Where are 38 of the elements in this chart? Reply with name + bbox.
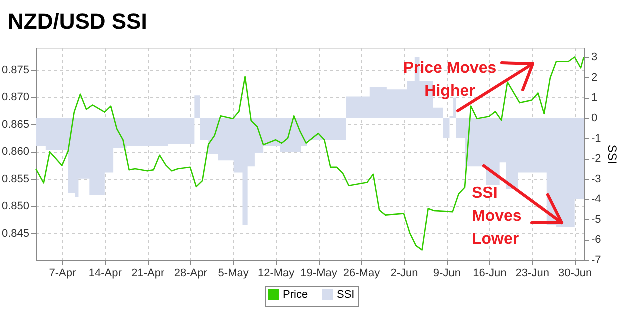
x-tick-label: 30-Jun: [558, 268, 592, 280]
y-tick-label: 0.865: [2, 118, 30, 131]
y-tick-label: 0.850: [2, 200, 30, 213]
y2-axis-title: SSI: [472, 185, 498, 202]
y2-tick-label: 0: [592, 112, 598, 124]
legend-label: SSI: [337, 288, 355, 301]
annotation: Price Moves Higher: [403, 60, 497, 100]
y2-tick-label: -5: [592, 214, 602, 226]
x-tick-label: 7-Apr: [49, 268, 76, 280]
x-tick-label: 19-May: [300, 268, 338, 280]
y2-tick-label: -2: [592, 153, 602, 166]
y2-tick-label: 2: [592, 72, 598, 84]
y2-tick-label: -6: [592, 234, 602, 246]
chart-title: NZD/USD SSI: [8, 9, 148, 34]
text: SSI: [605, 144, 620, 164]
x-tick-label: 9-Jun: [433, 268, 461, 280]
y2-tick-label: -3: [592, 173, 602, 186]
x-tick-label: 5-May: [218, 268, 250, 280]
y-tick-label: 0.875: [2, 64, 30, 76]
y2-tick-label: -4: [592, 194, 602, 206]
x-tick-label: 28-Apr: [174, 268, 208, 280]
x-tick-label: 21-Apr: [132, 268, 165, 280]
y2-tick-label: -7: [592, 254, 602, 266]
y2-tick-label: -1: [592, 132, 602, 145]
y-tick-label: 0.870: [2, 92, 30, 104]
x-tick-label: 26-May: [343, 268, 381, 280]
text: Moves Lower: [472, 208, 522, 248]
x-tick-label: 14-Apr: [88, 268, 122, 280]
y2-tick-label: 1: [592, 92, 598, 104]
x-tick-label: 2-Jun: [390, 268, 418, 280]
x-tick-label: 12-May: [258, 268, 296, 280]
y-tick-label: 0.860: [2, 146, 30, 158]
y2-tick-label: 3: [592, 52, 598, 64]
y-tick-label: 0.855: [2, 173, 30, 186]
x-tick-label: 16-Jun: [473, 268, 507, 280]
legend-label: Price: [283, 288, 308, 301]
y-tick-label: 0.845: [2, 228, 30, 240]
x-tick-label: 23-Jun: [516, 268, 550, 280]
